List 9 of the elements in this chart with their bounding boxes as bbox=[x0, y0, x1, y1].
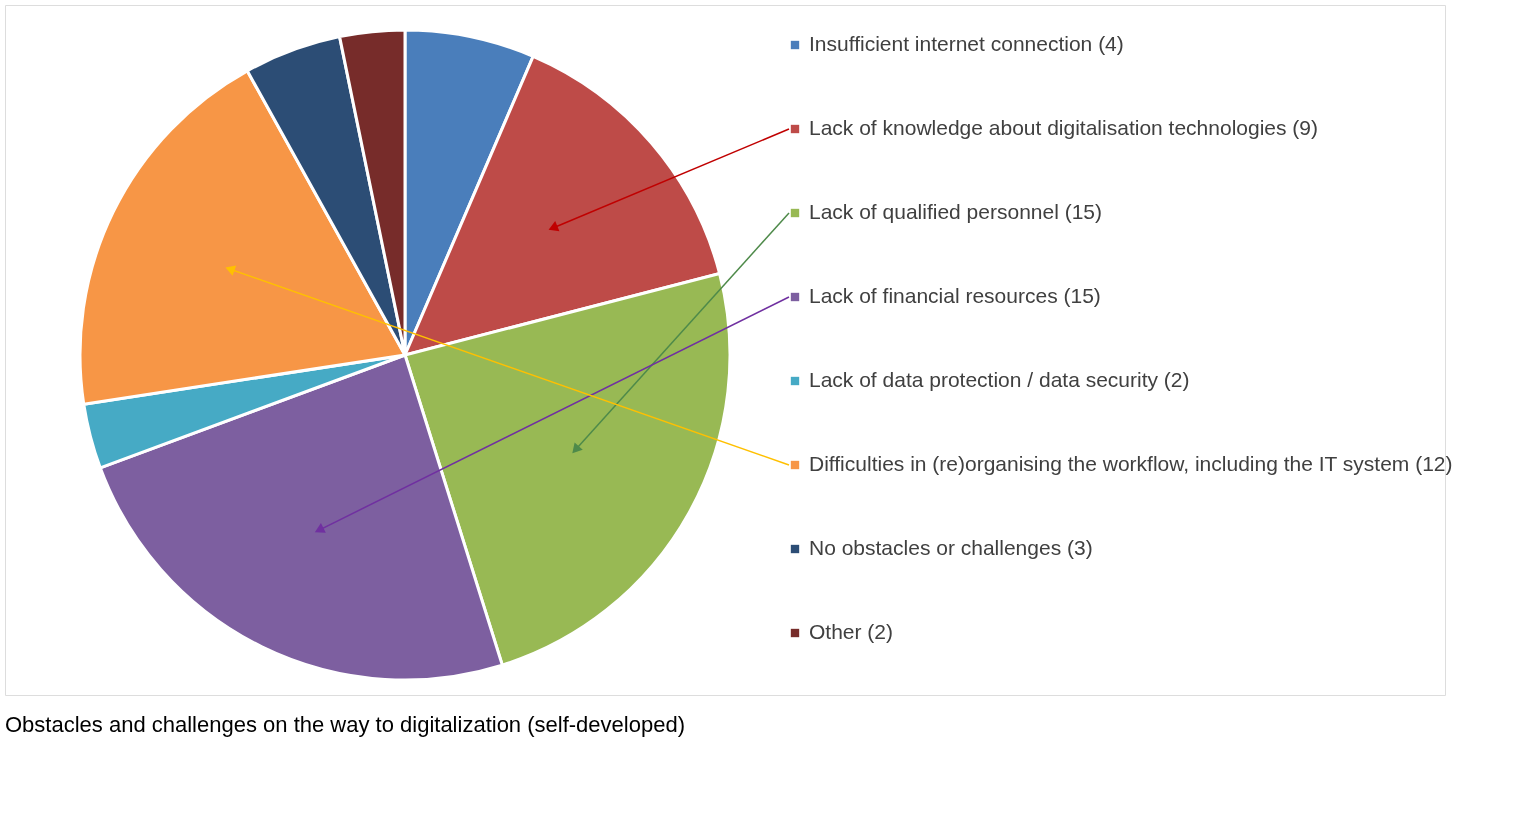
text: Obstacles and challenges on the way to digitalization (self-developed) bbox=[5, 712, 685, 737]
legend-label: Insufficient internet connection (4) bbox=[809, 32, 1124, 55]
legend-label: Other (2) bbox=[809, 620, 894, 643]
legend-label: No obstacles or challenges (3) bbox=[809, 536, 1093, 559]
legend-label: Lack of qualified personnel (15) bbox=[809, 200, 1103, 223]
legend-label: Lack of knowledge about digitalisation technologies (9) bbox=[809, 116, 1318, 139]
legend-label: Difficulties in (re)organising the workflow, including the IT system (12) bbox=[809, 452, 1453, 475]
legend-label: Lack of data protection / data security (2) bbox=[809, 368, 1190, 391]
legend-label: Lack of financial resources (15) bbox=[809, 284, 1101, 307]
